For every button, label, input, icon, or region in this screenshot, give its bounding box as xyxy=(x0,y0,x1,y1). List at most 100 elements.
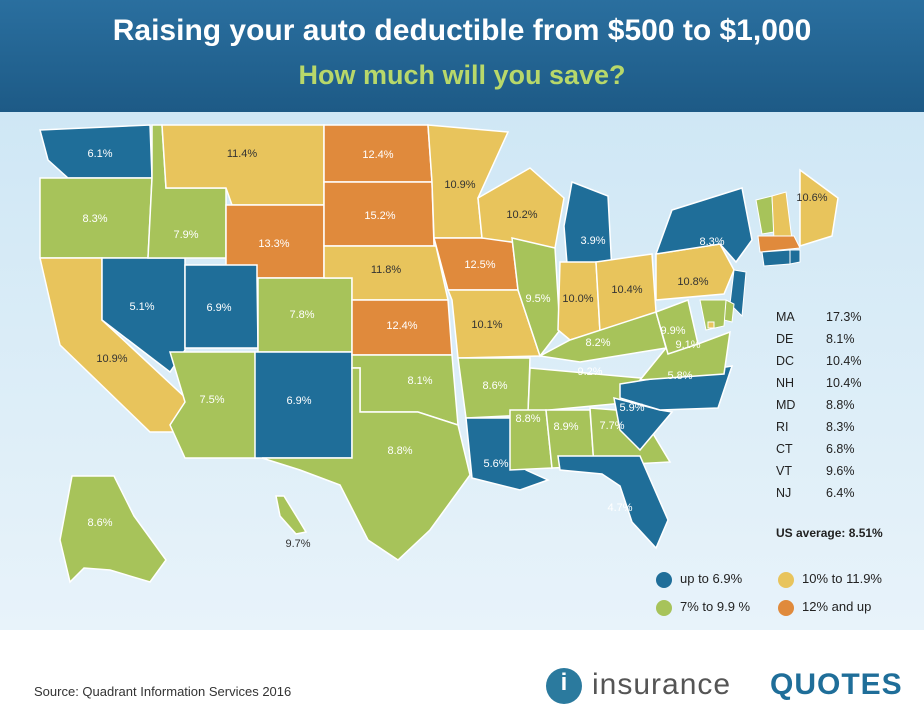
legend-swatch-blue xyxy=(656,572,672,588)
state-label-co: 7.8% xyxy=(289,309,314,321)
us-average: US average: 8.51% xyxy=(776,526,883,540)
legend-swatch-orange xyxy=(778,600,794,616)
state-label-mt: 11.4% xyxy=(227,148,258,160)
state-value: 8.8% xyxy=(826,398,855,412)
state-label-ok: 8.1% xyxy=(407,375,432,387)
state-labels-layer: 6.1% 8.3% 10.9% 5.1% 7.9% 11.4% 13.3% 6.9% 7.5% 7… xyxy=(82,148,827,550)
header-banner: Raising your auto deductible from $500 t… xyxy=(0,0,924,112)
state-ma xyxy=(757,235,801,253)
state-label-va: 9.1% xyxy=(675,339,700,351)
legend-swatch-green xyxy=(656,600,672,616)
state-code: DE xyxy=(776,332,794,346)
table-row: RI 8.3% xyxy=(776,420,916,442)
state-label-ia: 12.5% xyxy=(464,259,495,271)
state-label-az: 7.5% xyxy=(199,394,224,406)
state-me xyxy=(799,168,839,248)
state-label-al: 8.9% xyxy=(553,421,578,433)
state-ct xyxy=(761,249,791,267)
state-label-nd: 12.4% xyxy=(362,149,393,161)
state-code: RI xyxy=(776,420,789,434)
state-label-wv: 9.9% xyxy=(660,325,685,337)
state-nh xyxy=(771,191,793,241)
state-code: MD xyxy=(776,398,796,412)
legend-label: up to 6.9% xyxy=(680,571,743,586)
state-label-ky: 8.2% xyxy=(585,337,610,349)
state-label-oh: 10.4% xyxy=(611,284,642,296)
state-code: CT xyxy=(776,442,793,456)
state-label-tx: 8.8% xyxy=(387,445,412,457)
state-value: 10.4% xyxy=(826,354,862,368)
logo-text-insurance: insurance xyxy=(592,668,732,701)
state-value: 9.6% xyxy=(826,464,855,478)
state-code: MA xyxy=(776,310,795,324)
small-states-table: MA 17.3% DE 8.1% DC 10.4% NH 10.4% MD 8.8% RI 8.3% C… xyxy=(776,310,916,508)
state-label-ne: 11.8% xyxy=(371,264,402,276)
state-code: DC xyxy=(776,354,795,368)
state-label-il: 9.5% xyxy=(525,293,550,305)
legend-label: 10% to 11.9% xyxy=(802,571,882,586)
insurancequotes-logo: i insurance QUOTES xyxy=(546,664,902,712)
state-label-mo: 10.1% xyxy=(471,319,502,331)
logo-text-quotes: QUOTES xyxy=(770,668,903,701)
state-label-ca: 10.9% xyxy=(96,353,127,365)
state-fl xyxy=(557,455,669,550)
state-label-mn: 10.9% xyxy=(444,179,475,191)
map-legend: up to 6.9% 10% to 11.9% 7% to 9.9 % 12% … xyxy=(656,570,916,620)
state-label-hi: 9.7% xyxy=(285,538,310,550)
state-label-ut: 6.9% xyxy=(206,302,231,314)
table-row: MD 8.8% xyxy=(776,398,916,420)
state-label-me: 10.6% xyxy=(796,192,827,204)
state-wi xyxy=(477,167,565,249)
page-subtitle: How much will you save? xyxy=(298,60,626,90)
state-label-pa: 10.8% xyxy=(677,276,708,288)
state-label-fl: 4.7% xyxy=(607,502,632,514)
state-ny xyxy=(654,187,753,264)
legend-swatch-yellow xyxy=(778,572,794,588)
state-label-sc: 5.9% xyxy=(619,402,644,414)
state-label-ms: 8.8% xyxy=(515,413,540,425)
state-label-ga: 7.7% xyxy=(599,420,624,432)
state-code: NJ xyxy=(776,486,792,500)
states-layer xyxy=(39,124,839,584)
state-value: 17.3% xyxy=(826,310,862,324)
table-row: DE 8.1% xyxy=(776,332,916,354)
table-row: VT 9.6% xyxy=(776,464,916,486)
state-md xyxy=(699,299,727,331)
state-ak xyxy=(59,475,167,584)
state-il xyxy=(511,237,561,358)
page-title: Raising your auto deductible from $500 t… xyxy=(112,14,812,47)
state-label-sd: 15.2% xyxy=(364,210,395,222)
state-value: 6.4% xyxy=(826,486,855,500)
legend-label: 7% to 9.9 % xyxy=(680,599,751,614)
state-label-ks: 12.4% xyxy=(386,320,417,332)
state-label-ar: 8.6% xyxy=(482,380,507,392)
legend-label: 12% and up xyxy=(802,599,872,614)
logo-mark-icon xyxy=(546,668,582,704)
logo-mark-letter: i xyxy=(560,669,568,696)
state-label-mi: 3.9% xyxy=(580,235,605,247)
state-label-la: 5.6% xyxy=(483,458,508,470)
table-row: CT 6.8% xyxy=(776,442,916,464)
table-row: MA 17.3% xyxy=(776,310,916,332)
state-label-nc: 5.8% xyxy=(667,370,692,382)
state-code: VT xyxy=(776,464,792,478)
state-wv xyxy=(655,298,699,355)
footer: Source: Quadrant Information Services 20… xyxy=(0,630,924,722)
state-label-nv: 5.1% xyxy=(129,301,154,313)
state-tx xyxy=(261,367,471,561)
state-label-in: 10.0% xyxy=(562,293,593,305)
state-dc xyxy=(707,321,715,329)
table-row: DC 10.4% xyxy=(776,354,916,376)
state-label-ny: 8.3% xyxy=(699,236,724,248)
state-label-wy: 13.3% xyxy=(258,238,289,250)
state-value: 8.1% xyxy=(826,332,855,346)
state-vt xyxy=(755,195,775,235)
state-label-id: 7.9% xyxy=(173,229,198,241)
state-ri xyxy=(789,249,801,265)
state-label-wa: 6.1% xyxy=(87,148,112,160)
table-row: NH 10.4% xyxy=(776,376,916,398)
state-value: 6.8% xyxy=(826,442,855,456)
state-label-or: 8.3% xyxy=(82,213,107,225)
state-label-wi: 10.2% xyxy=(506,209,537,221)
us-map: 6.1% 8.3% 10.9% 5.1% 7.9% 11.4% 13.3% 6.9% 7.5% 7… xyxy=(39,124,839,584)
